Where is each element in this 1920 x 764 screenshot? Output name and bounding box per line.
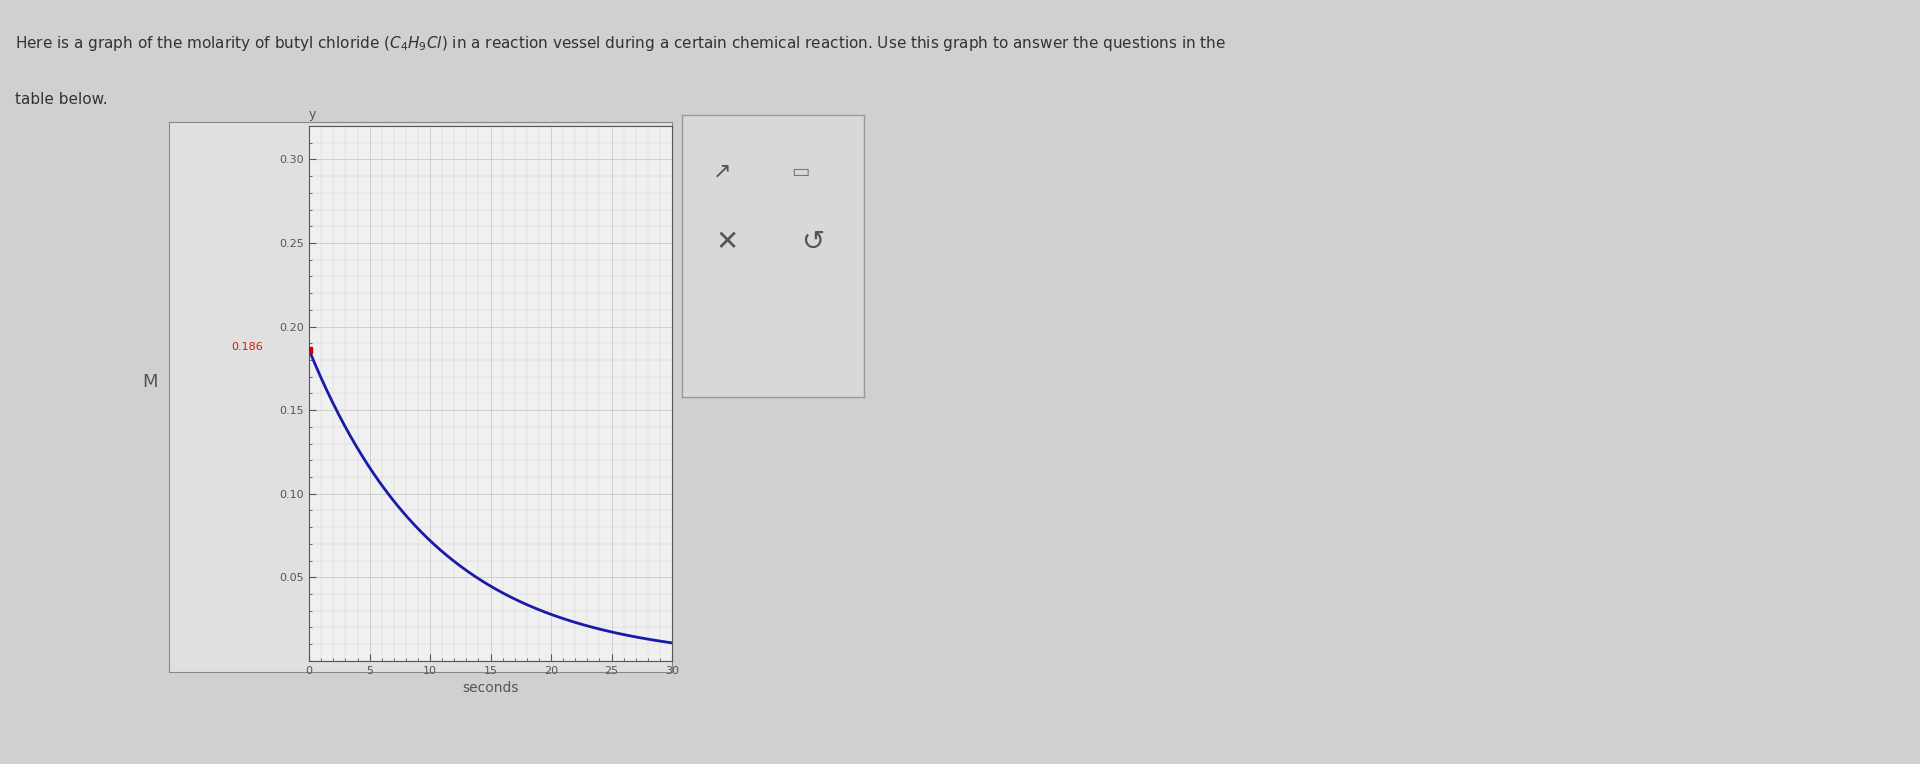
Text: ✕: ✕ (716, 228, 739, 256)
Text: y: y (309, 108, 317, 121)
Text: ▭: ▭ (791, 162, 810, 180)
X-axis label: seconds: seconds (463, 681, 518, 695)
Text: ↺: ↺ (801, 228, 824, 256)
Text: table below.: table below. (15, 92, 108, 107)
Text: ↗: ↗ (712, 161, 732, 181)
Text: Here is a graph of the molarity of butyl chloride $(C_4H_9Cl)$ in a reaction ves: Here is a graph of the molarity of butyl… (15, 34, 1227, 53)
Text: 0.186: 0.186 (232, 342, 263, 352)
Text: M: M (142, 373, 157, 391)
